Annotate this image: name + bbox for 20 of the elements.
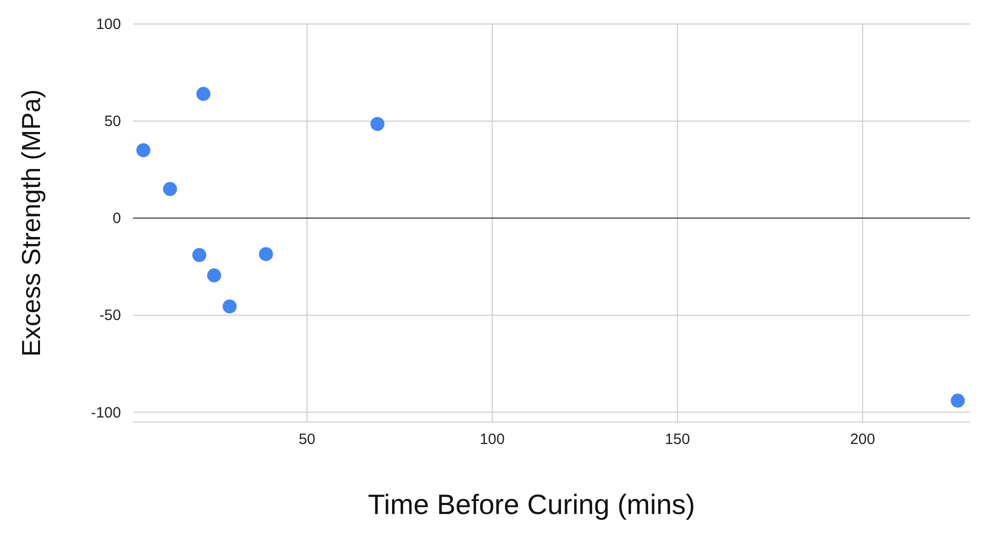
x-tick-label: 200 [850,431,876,448]
x-tick-label: 100 [480,431,505,448]
y-tick-label: 0 [112,210,121,228]
x-tick-label: 50 [298,431,316,448]
point [136,143,150,158]
point [192,248,206,262]
y-tick-label: -50 [99,307,121,324]
y-tick-label: 100 [96,16,121,33]
point [950,394,965,408]
point [370,116,384,131]
y-tick-label: -100 [90,404,121,422]
point [163,182,178,196]
y-axis-title: Excess Strength (MPa) [16,89,46,357]
point [258,247,273,262]
x-tick-label: 150 [664,431,690,448]
point [207,268,222,282]
point [222,299,237,314]
y-tick-label: 50 [104,113,121,130]
point [196,86,210,101]
x-axis-title: Time Before Curing (mins) [368,489,696,520]
